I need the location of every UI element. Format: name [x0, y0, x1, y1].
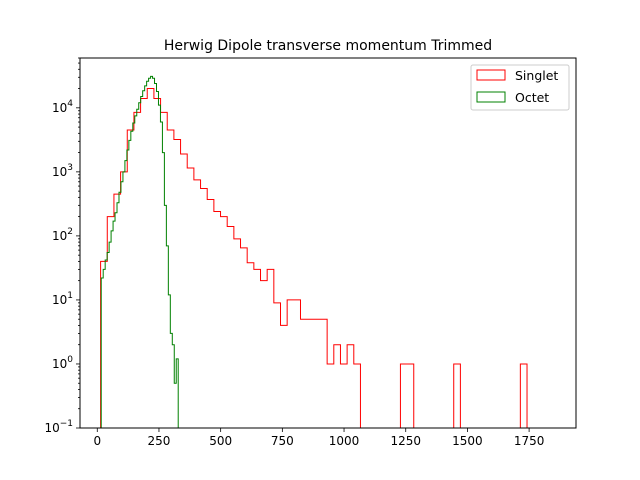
x-tick-label: 1750 — [514, 434, 545, 448]
x-axis: 0 250 500 750 1000 1250 1500 1750 — [93, 428, 544, 448]
legend-swatch-octet — [476, 91, 506, 103]
x-tick-label: 500 — [209, 434, 232, 448]
series-singlet-histogram — [100, 88, 554, 429]
x-tick-label: 0 — [93, 434, 101, 448]
legend-box — [470, 64, 570, 111]
x-tick-label: 1250 — [390, 434, 421, 448]
x-tick-label: 250 — [148, 434, 171, 448]
legend: Singlet Octet — [470, 64, 570, 111]
y-tick-label: 103 — [52, 163, 73, 179]
y-tick-label: 10−1 — [44, 419, 73, 435]
y-axis: 10−1 100 101 102 103 104 — [44, 57, 80, 435]
y-tick-label: 104 — [52, 99, 73, 115]
y-tick-label: 102 — [52, 227, 73, 243]
legend-label-singlet: Singlet — [515, 68, 558, 83]
y-tick-label: 101 — [52, 291, 73, 307]
chart-title: Herwig Dipole transverse momentum Trimme… — [164, 38, 492, 54]
x-tick-label: 750 — [271, 434, 294, 448]
y-tick-label: 100 — [52, 355, 73, 371]
legend-label-octet: Octet — [515, 90, 549, 105]
x-tick-label: 1500 — [452, 434, 483, 448]
x-tick-label: 1000 — [329, 434, 360, 448]
legend-swatch-singlet — [476, 69, 506, 81]
plot-frame — [79, 57, 577, 429]
